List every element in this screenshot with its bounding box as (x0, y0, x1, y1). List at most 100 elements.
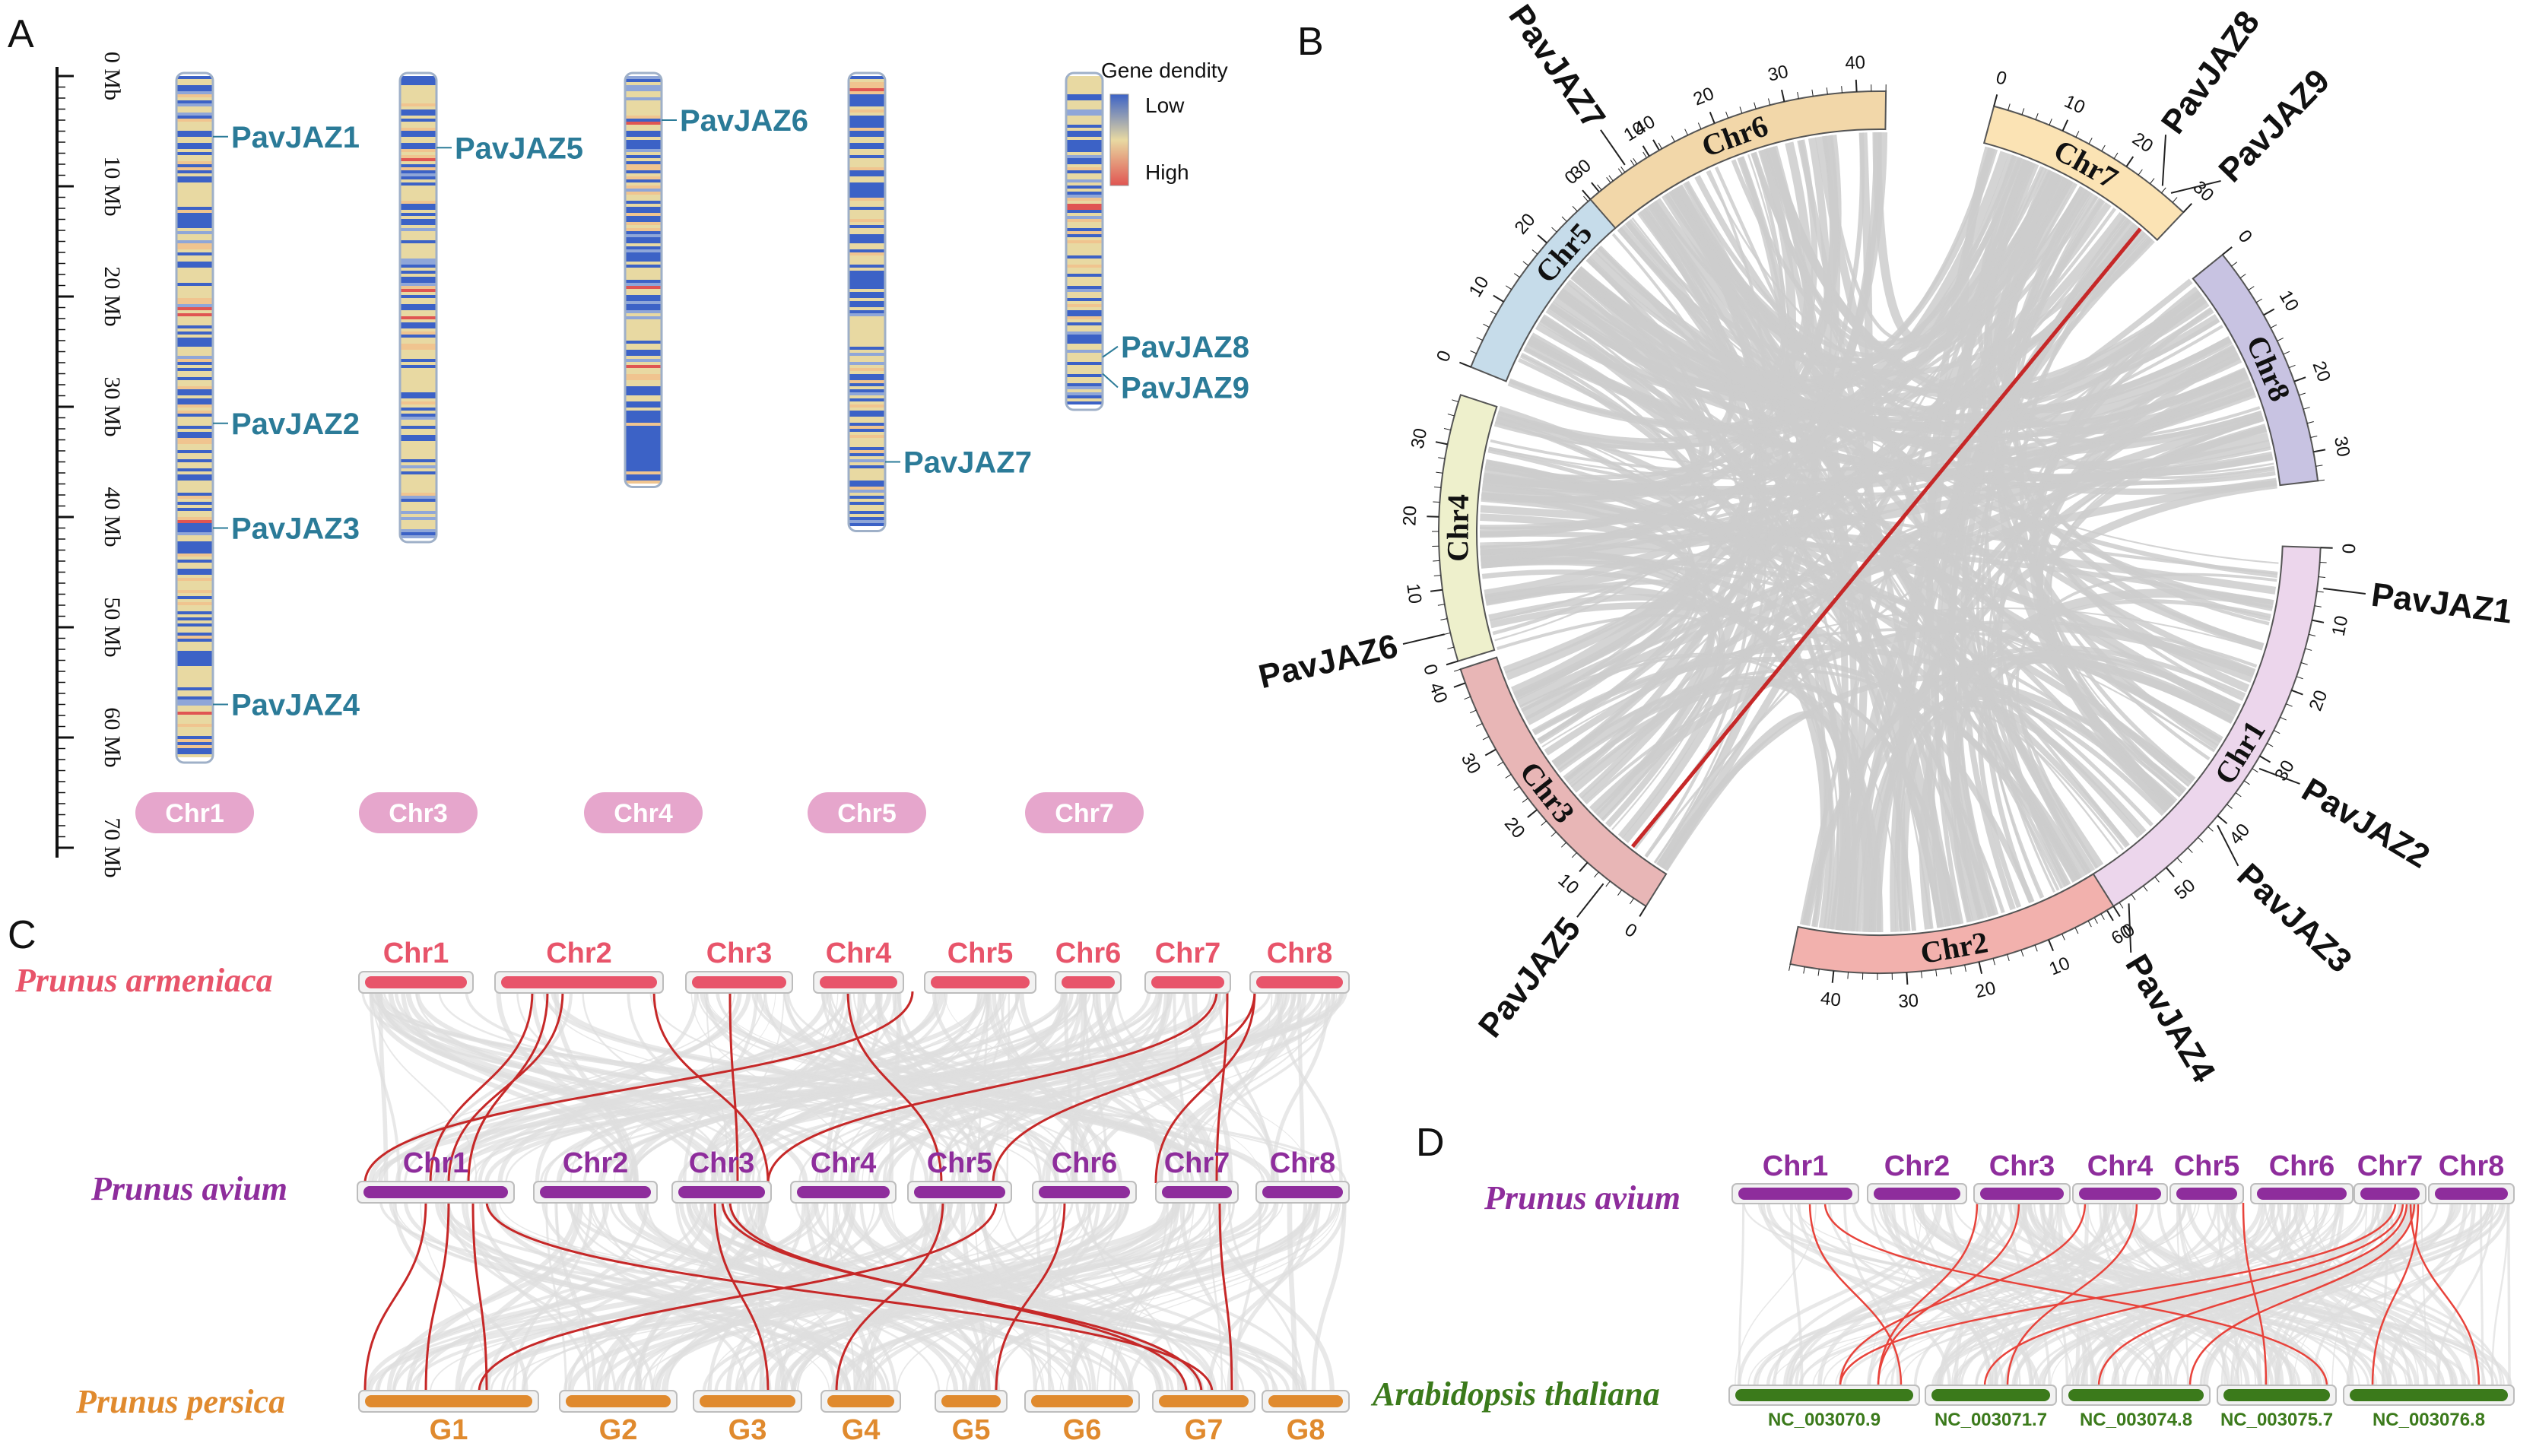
density-band (400, 167, 436, 170)
background-synteny-link (1801, 1202, 2338, 1387)
circos-tick (1606, 177, 1611, 183)
panel-c-synteny: Chr1 Chr2 Chr3 Chr4 Chr5 Chr6 Chr7 Chr8 Chr1 Chr2… (14, 937, 1350, 1446)
density-band (625, 289, 662, 292)
synteny-link (1601, 167, 2044, 821)
background-synteny-link (999, 991, 1090, 1184)
density-band (176, 216, 213, 219)
circos-tick-label: 30 (1457, 750, 1485, 778)
density-band (176, 353, 213, 356)
chromosome-bar (678, 1186, 765, 1198)
jaz-link (2409, 1202, 2480, 1387)
gene-density-legend: Gene dendity Low High (1101, 59, 1228, 186)
density-band (176, 742, 213, 745)
density-band (1066, 173, 1103, 176)
background-synteny-link (818, 991, 988, 1184)
density-band (625, 143, 662, 146)
density-band (1066, 237, 1103, 240)
circos-tick (2113, 152, 2119, 159)
density-band (849, 414, 885, 417)
chromosome-label: G4 (842, 1414, 881, 1446)
density-band (400, 532, 436, 535)
density-band (849, 179, 885, 182)
background-synteny-link (388, 991, 736, 1184)
circos-tick (2243, 780, 2250, 785)
chromosome-bar (1268, 1395, 1343, 1407)
density-band (1066, 331, 1103, 335)
density-band (176, 578, 213, 581)
density-band (176, 252, 213, 255)
density-band (400, 192, 436, 195)
species-chromosome-bars: Chr1 Chr2 Chr3 Chr4 Chr5 Chr6 Chr7 Chr8 NC_00307… (1728, 1150, 2515, 1430)
background-synteny-link (1735, 1202, 1817, 1387)
density-band (400, 113, 436, 116)
synteny-link (1525, 132, 1888, 725)
background-synteny-link (846, 1201, 1185, 1393)
circos-gene-marker (2161, 135, 2167, 186)
density-band (1066, 143, 1103, 146)
density-band (625, 88, 662, 91)
density-band (849, 432, 885, 435)
density-band (176, 481, 213, 484)
density-band (176, 119, 213, 122)
density-band (849, 259, 885, 262)
density-band (400, 325, 436, 328)
density-band (849, 88, 885, 91)
density-band (849, 481, 885, 484)
density-band (849, 328, 885, 331)
density-band (400, 313, 436, 316)
density-band (625, 213, 662, 216)
density-band (1066, 79, 1103, 82)
density-band (849, 222, 885, 225)
density-band (176, 85, 213, 88)
density-band (400, 432, 436, 435)
density-band (1066, 350, 1103, 353)
density-band (849, 450, 885, 453)
circos-tick (2252, 768, 2258, 773)
density-band (1066, 398, 1103, 401)
synteny-link (1484, 230, 2148, 598)
density-band (400, 198, 436, 201)
circos-tick (1430, 588, 1443, 592)
circos-tick (1531, 249, 1538, 255)
circos-tick (1633, 157, 1638, 165)
circos-tick (1671, 135, 1675, 142)
mb-axis-label: 70 Mb (100, 817, 125, 877)
density-band (849, 392, 885, 395)
density-band (176, 693, 213, 696)
density-band (400, 94, 436, 97)
density-band (625, 389, 662, 392)
density-band (176, 438, 213, 441)
circos-tick (1571, 852, 1577, 858)
density-band (176, 435, 213, 438)
density-band (849, 398, 885, 401)
chromosome-bar (365, 1395, 532, 1407)
density-band (849, 459, 885, 462)
density-band (176, 703, 213, 706)
density-band (849, 204, 885, 207)
density-band (625, 465, 662, 468)
density-band (400, 122, 436, 125)
mb-axis-label: 10 Mb (100, 156, 125, 216)
jaz-link (2371, 1202, 2420, 1387)
chromosome-bar (1162, 1186, 1232, 1198)
density-band (176, 134, 213, 137)
density-band (849, 514, 885, 517)
density-band (176, 344, 213, 347)
circos-tick (1464, 696, 1471, 700)
density-band (1066, 167, 1103, 170)
chromosome-pill-label: Chr7 (1055, 799, 1113, 828)
circos-tick-label: 0 (1419, 661, 1442, 677)
density-band (176, 189, 213, 192)
density-band (625, 255, 662, 259)
background-synteny-link (1179, 1201, 1239, 1393)
density-band (1066, 316, 1103, 319)
density-band (176, 526, 213, 529)
density-band (1066, 344, 1103, 347)
circos-tick (2288, 364, 2296, 369)
background-synteny-link (386, 1201, 610, 1393)
circos-tick-label: 30 (1408, 427, 1432, 451)
density-band (849, 280, 885, 283)
density-band (176, 599, 213, 602)
density-band (176, 286, 213, 289)
circos-gene-marker (1402, 633, 1445, 646)
